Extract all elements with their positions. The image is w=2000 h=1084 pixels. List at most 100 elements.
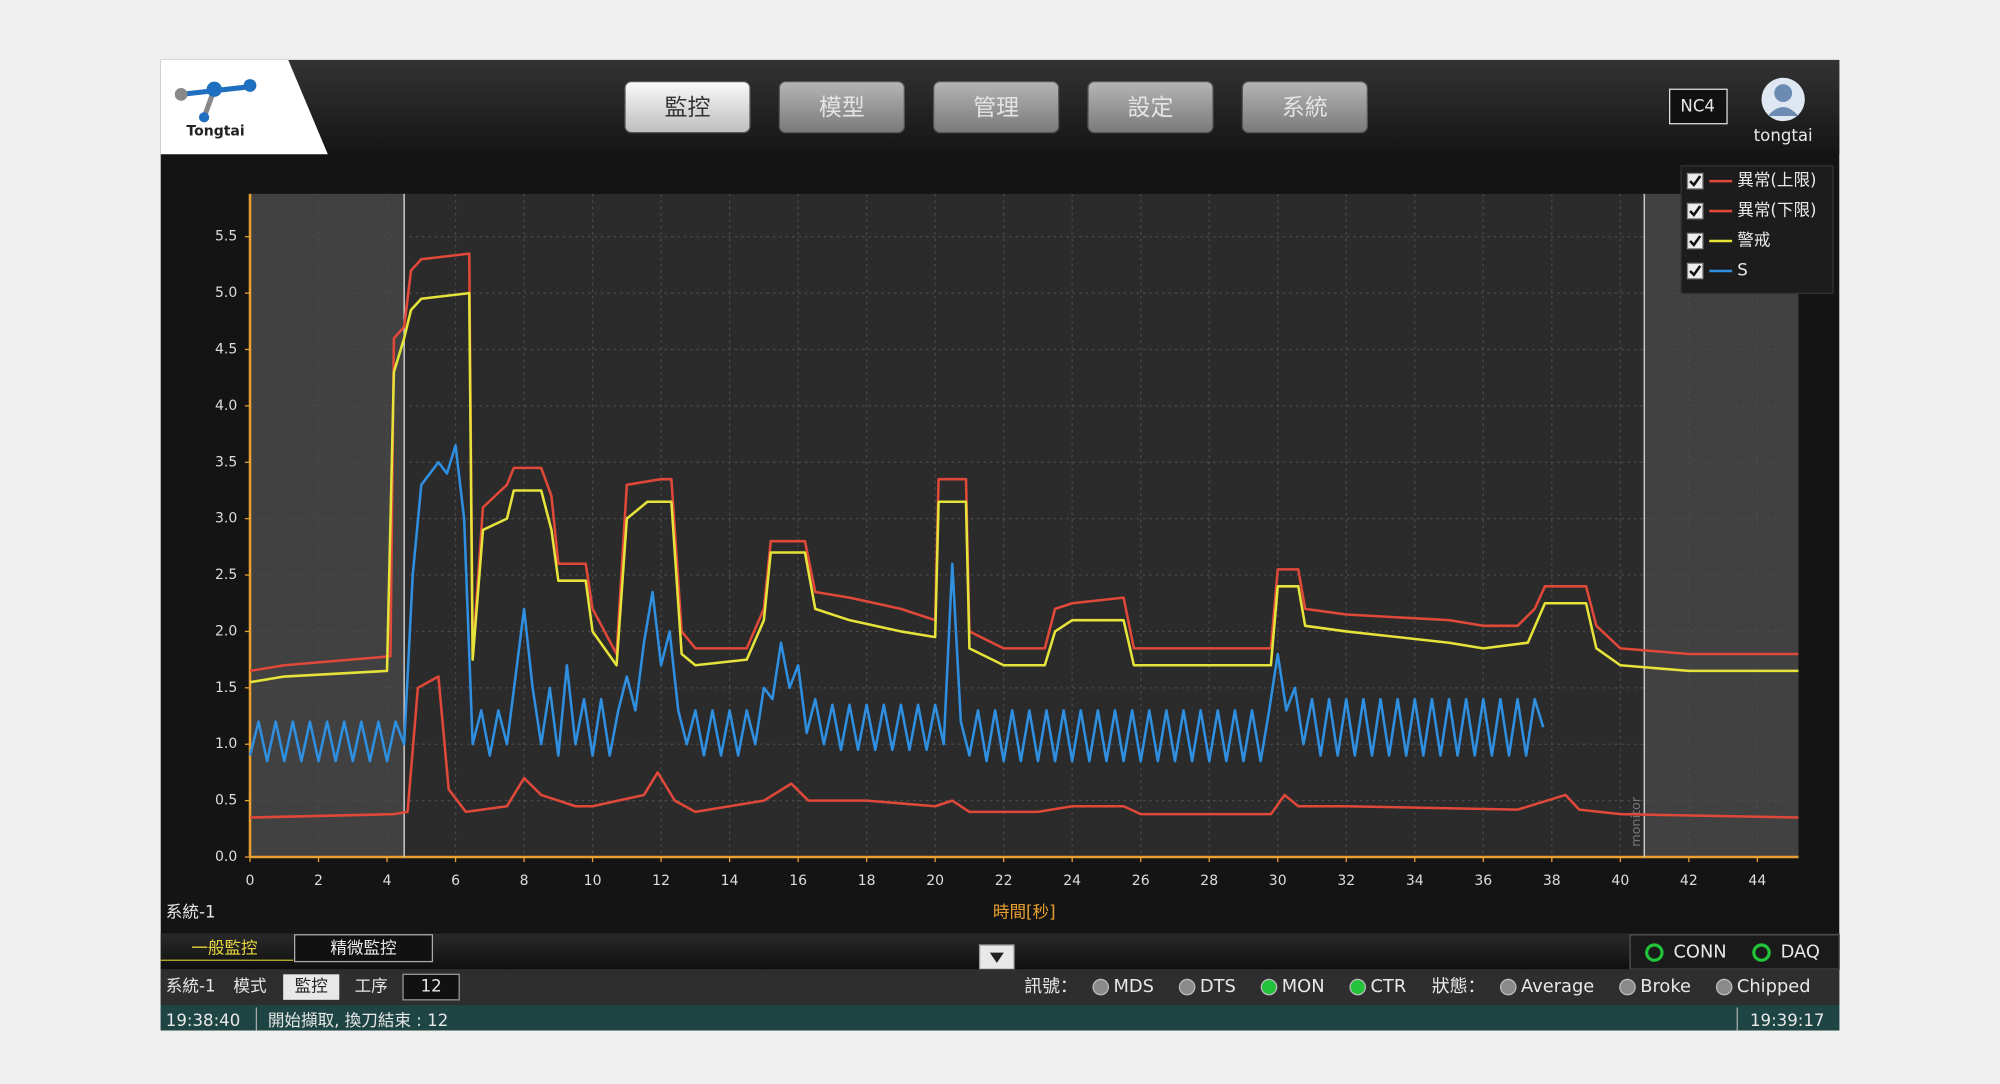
signal-light — [1178, 978, 1196, 996]
nav-button[interactable] — [1087, 80, 1214, 134]
tab-box[interactable] — [294, 934, 434, 963]
nav-button[interactable] — [1241, 80, 1368, 134]
nav-button[interactable] — [624, 80, 751, 134]
nav-label[interactable]: 模型 — [819, 95, 865, 121]
x-tick-label: 32 — [1337, 873, 1355, 889]
state: Broke — [1640, 976, 1691, 997]
logo-panel — [160, 59, 328, 155]
connections: CONN DAQ — [1645, 942, 1820, 963]
system: 系統-1 — [166, 977, 216, 996]
nav-label[interactable]: 管理 — [973, 95, 1019, 121]
legend-label: 異常(下限) — [1737, 201, 1816, 220]
tab[interactable]: 精微監控 — [330, 938, 396, 957]
x-tick-label: 22 — [995, 873, 1013, 889]
x-tick-label: 30 — [1269, 873, 1287, 889]
signals: 訊號： MDS DTS MON CTR 狀態： Average Broke Chipped — [1024, 976, 1810, 997]
step-label: 工序 — [355, 977, 388, 996]
y-tick-label: 5.0 — [215, 285, 237, 301]
machine: NC4 — [1680, 97, 1715, 116]
tab[interactable]: 一般監控 — [191, 938, 257, 957]
nav-label[interactable]: 設定 — [1128, 95, 1174, 121]
connection-light — [1645, 943, 1664, 962]
x-tick-label: 44 — [1748, 873, 1766, 889]
y-tick-label: 3.0 — [215, 511, 237, 527]
y-tick-label: 5.5 — [215, 229, 237, 245]
user-name: tongtai — [1754, 126, 1813, 145]
connection-name: DAQ — [1781, 942, 1820, 963]
legend-box — [1680, 165, 1834, 294]
x-tick-label: 2 — [314, 873, 323, 889]
nav: 監控 模型 管理 設定 系統 — [624, 80, 1368, 134]
signal: DTS — [1200, 976, 1236, 997]
y-tick-label: 0.5 — [215, 793, 237, 809]
mode-label: 模式 — [233, 977, 267, 996]
expand-arrow — [989, 952, 1004, 963]
legend-check — [1689, 205, 1702, 217]
y-tick-label: 1.5 — [215, 680, 237, 696]
shaded-region — [250, 193, 405, 857]
status-message: 開始擷取, 換刀結束 : 12 — [268, 1011, 448, 1030]
y-tick-label: 1.0 — [215, 736, 237, 752]
nav-button[interactable] — [933, 80, 1060, 134]
x-tick-label: 4 — [383, 873, 392, 889]
step: 12 — [421, 977, 442, 996]
signal: MDS — [1113, 976, 1153, 997]
legend-label: S — [1737, 261, 1748, 280]
step-box — [402, 973, 460, 1001]
x-tick-label: 6 — [451, 873, 460, 889]
signal: MON — [1282, 976, 1325, 997]
x-axis-label: 時間[秒] — [993, 903, 1056, 922]
state-label: 狀態： — [1432, 976, 1486, 997]
x-tick-label: 0 — [246, 873, 255, 889]
nav-label[interactable]: 系統 — [1282, 95, 1328, 121]
shaded-region — [1644, 193, 1799, 857]
x-tick-label: 40 — [1611, 873, 1629, 889]
series-line — [249, 675, 1799, 819]
x-tick-label: 12 — [652, 873, 670, 889]
legend: 異常(上限) 異常(下限) 警戒 S — [1686, 171, 1817, 280]
legend-label: 異常(上限) — [1737, 171, 1816, 190]
x-tick-label: 14 — [721, 873, 739, 889]
legend-check — [1689, 235, 1702, 247]
panel-label: 系統-1 — [166, 903, 216, 922]
machine-box — [1669, 88, 1728, 125]
x-tick-label: 18 — [858, 873, 876, 889]
x-tick-label: 34 — [1406, 873, 1424, 889]
status-bar — [160, 1004, 1840, 1031]
avatar[interactable] — [1761, 77, 1805, 122]
x-tick-label: 24 — [1063, 873, 1081, 889]
signal-light — [1092, 978, 1110, 996]
series-line — [248, 444, 1545, 763]
series-line — [249, 252, 1799, 673]
x-tick-label: 10 — [584, 873, 602, 889]
signal-label: 訊號： — [1024, 976, 1078, 997]
legend-check — [1689, 175, 1702, 187]
y-tick-label: 4.5 — [215, 341, 237, 357]
y-tick-label: 2.5 — [215, 567, 237, 583]
y-tick-label: 3.5 — [215, 454, 237, 470]
connection-name: CONN — [1673, 942, 1726, 963]
x-tick-label: 38 — [1543, 873, 1561, 889]
y-tick-label: 4.0 — [215, 398, 237, 414]
start-time: 19:38:40 — [166, 1011, 240, 1030]
legend-label: 警戒 — [1737, 231, 1770, 250]
x-tick-label: 26 — [1132, 873, 1150, 889]
mode: 監控 — [295, 977, 328, 996]
mode-box — [283, 974, 340, 1000]
series-line — [249, 291, 1799, 684]
x-tick-label: 28 — [1200, 873, 1218, 889]
logo-icon — [174, 79, 257, 123]
legend-check — [1689, 265, 1702, 277]
nav-label[interactable]: 監控 — [665, 95, 711, 121]
chart: 0.00.51.01.52.02.53.03.54.04.55.05.50 2 4 6… — [215, 193, 1799, 889]
y-tick-label: 2.0 — [215, 623, 237, 639]
state-light — [1619, 978, 1636, 996]
nav-button[interactable] — [778, 80, 905, 134]
state-light — [1499, 978, 1517, 996]
signal: CTR — [1370, 976, 1406, 997]
signal-light — [1349, 978, 1367, 996]
x-tick-label: 42 — [1680, 873, 1698, 889]
annotation: monitor — [1629, 796, 1644, 847]
y-tick-label: 0.0 — [215, 849, 237, 865]
